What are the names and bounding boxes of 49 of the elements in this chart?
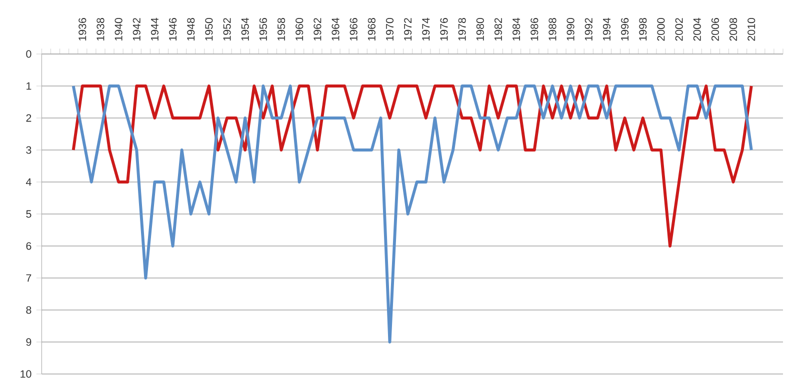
x-tick-label: 1964 (332, 18, 340, 40)
x-tick-label: 1992 (584, 18, 592, 40)
y-tick-label: 6 (26, 242, 32, 250)
y-tick-label: 10 (20, 370, 32, 378)
x-tick-label: 1996 (621, 18, 629, 40)
x-tick-label: 1940 (114, 18, 122, 40)
x-tick-label: 1958 (278, 18, 286, 40)
x-tick-label: 1978 (458, 18, 466, 40)
x-tick-label: 2004 (693, 18, 701, 41)
y-tick-label: 4 (26, 178, 32, 186)
x-tick-label: 1984 (512, 18, 520, 40)
x-tick-label: 1972 (404, 18, 412, 40)
x-tick-label: 1946 (169, 18, 177, 40)
y-tick-label: 5 (26, 210, 32, 218)
x-tick-label: 1988 (548, 18, 556, 40)
y-tick-label: 9 (26, 338, 32, 346)
x-tick-label: 1986 (530, 18, 538, 40)
x-tick-label: 1968 (368, 18, 376, 40)
x-tick-label: 1962 (314, 18, 322, 40)
x-tick-label: 2000 (657, 18, 665, 41)
x-tick-label: 1998 (639, 18, 647, 40)
x-tick-label: 1950 (205, 18, 213, 40)
x-tick-label: 1970 (386, 18, 394, 40)
x-tick-label: 2002 (675, 18, 683, 41)
x-tick-label: 1980 (476, 18, 484, 40)
x-tick-label: 1948 (187, 18, 195, 40)
x-tick-label: 1954 (241, 18, 249, 40)
x-tick-label: 1952 (223, 18, 231, 40)
y-tick-label: 2 (26, 114, 32, 122)
x-tick-label: 1960 (296, 18, 304, 40)
x-tick-label: 1938 (96, 18, 104, 40)
x-tick-label: 2006 (711, 18, 719, 41)
x-tick-label: 1956 (259, 18, 267, 40)
x-tick-label: 1936 (78, 18, 86, 40)
x-tick-label: 2010 (748, 18, 756, 41)
x-tick-label: 1994 (602, 18, 610, 40)
x-tick-label: 1990 (566, 18, 574, 40)
y-tick-label: 3 (26, 146, 32, 154)
y-tick-label: 8 (26, 306, 32, 314)
y-tick-label: 0 (26, 50, 32, 58)
x-tick-label: 1982 (494, 18, 502, 40)
y-tick-label: 7 (26, 274, 32, 282)
x-tick-label: 1974 (422, 18, 430, 40)
y-tick-label: 1 (26, 82, 32, 90)
x-tick-label: 1966 (350, 18, 358, 40)
x-tick-label: 1942 (132, 18, 140, 40)
x-tick-label: 2008 (730, 18, 738, 41)
x-tick-label: 1976 (440, 18, 448, 40)
x-tick-label: 1944 (150, 18, 158, 40)
